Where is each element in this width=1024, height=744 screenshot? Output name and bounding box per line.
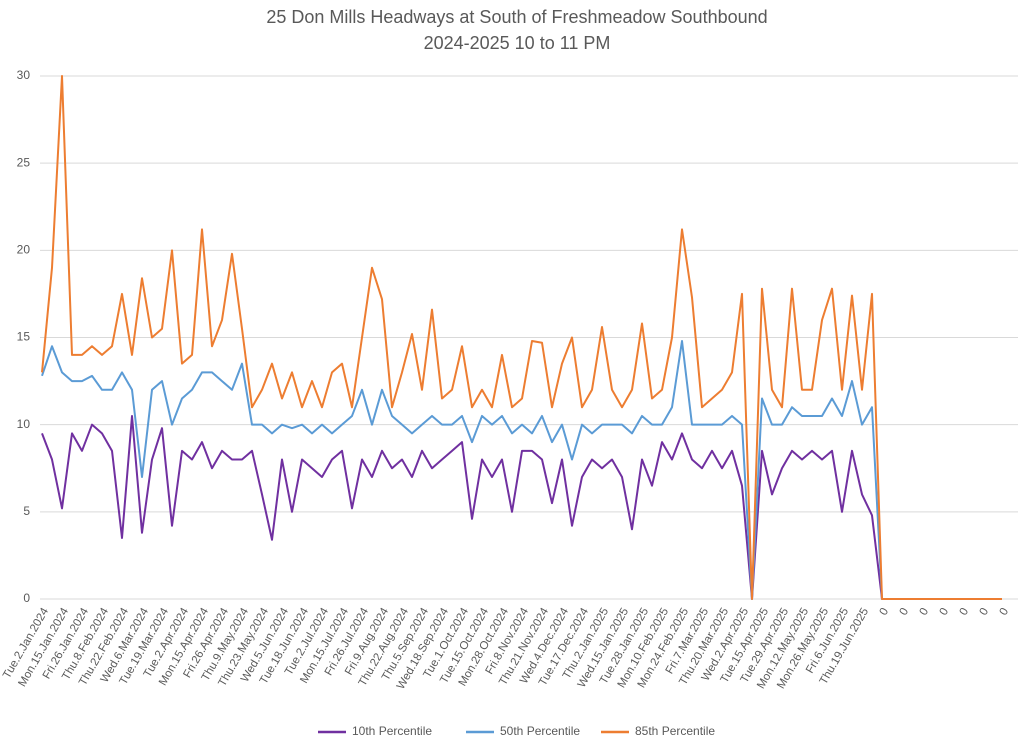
x-tick-label: 0: [938, 606, 952, 618]
series-line: [41, 75, 1002, 600]
x-tick-label: 0: [918, 606, 932, 618]
legend-label: 85th Percentile: [635, 724, 715, 738]
x-tick-label: 0: [878, 606, 892, 618]
series-line: [41, 339, 1002, 600]
y-tick-label: 30: [17, 68, 31, 82]
legend-label: 10th Percentile: [352, 724, 432, 738]
x-tick-label: 0: [958, 606, 972, 618]
y-tick-label: 5: [23, 504, 30, 518]
y-tick-label: 10: [17, 417, 31, 431]
y-tick-label: 25: [17, 155, 31, 169]
series-line: [41, 414, 1002, 600]
chart-title: 25 Don Mills Headways at South of Freshm…: [266, 7, 767, 27]
y-tick-label: 15: [17, 330, 31, 344]
chart-subtitle: 2024-2025 10 to 11 PM: [424, 33, 611, 53]
y-tick-label: 0: [23, 591, 30, 605]
x-tick-label: 0: [998, 606, 1012, 618]
legend-label: 50th Percentile: [500, 724, 580, 738]
x-tick-label: 0: [978, 606, 992, 618]
x-tick-label: 0: [898, 606, 912, 618]
y-tick-label: 20: [17, 243, 31, 257]
